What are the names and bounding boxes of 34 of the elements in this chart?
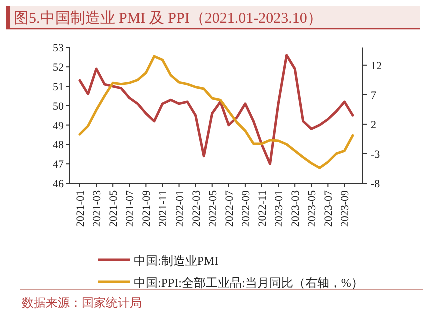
x-tick-label: 2022-11 bbox=[257, 190, 269, 227]
x-tick-label: 2023-07 bbox=[323, 190, 336, 228]
x-tick-label: 2023-09 bbox=[340, 190, 352, 228]
x-tick-label: 2023-03 bbox=[290, 190, 302, 228]
legend-label: 中国:PPI:全部工业品:当月同比（右轴，%） bbox=[134, 276, 364, 290]
x-tick-label: 2022-09 bbox=[240, 190, 252, 228]
legend-label: 中国:制造业PMI bbox=[134, 254, 219, 268]
x-tick-label: 2021-09 bbox=[141, 190, 154, 228]
x-tick-label: 2022-03 bbox=[190, 190, 203, 228]
y2-tick-label: -3 bbox=[371, 148, 381, 161]
y2-tick-label: -8 bbox=[371, 178, 381, 190]
x-tick-label: 2021-11 bbox=[158, 190, 170, 227]
y-tick-label: 47 bbox=[53, 159, 64, 172]
x-tick-label: 2022-07 bbox=[224, 190, 236, 228]
x-tick-label: 2021-05 bbox=[108, 190, 120, 228]
y2-tick-label: 2 bbox=[371, 119, 376, 132]
y-tick-label: 52 bbox=[53, 62, 64, 74]
x-tick-label: 2021-07 bbox=[124, 190, 137, 228]
y-tick-label: 46 bbox=[53, 178, 64, 190]
y-tick-label: 53 bbox=[53, 42, 64, 55]
x-tick-label: 2023-05 bbox=[306, 190, 319, 228]
y2-tick-label: 12 bbox=[371, 60, 382, 72]
y-tick-label: 50 bbox=[53, 100, 64, 113]
y2-tick-label: 7 bbox=[371, 90, 377, 102]
chart-title: 图5.中国制造业 PMI 及 PPI（2021.01-2023.10） bbox=[14, 10, 322, 27]
x-tick-label: 2021-01 bbox=[75, 190, 87, 228]
x-tick-label: 2021-03 bbox=[92, 190, 104, 228]
y-tick-label: 51 bbox=[53, 82, 64, 94]
y-tick-label: 48 bbox=[53, 140, 64, 152]
source-note: 数据来源：国家统计局 bbox=[22, 296, 142, 310]
x-tick-label: 2022-05 bbox=[207, 190, 220, 228]
x-tick-label: 2022-01 bbox=[174, 190, 186, 228]
y-tick-label: 49 bbox=[53, 120, 64, 132]
x-tick-label: 2023-01 bbox=[274, 190, 286, 228]
